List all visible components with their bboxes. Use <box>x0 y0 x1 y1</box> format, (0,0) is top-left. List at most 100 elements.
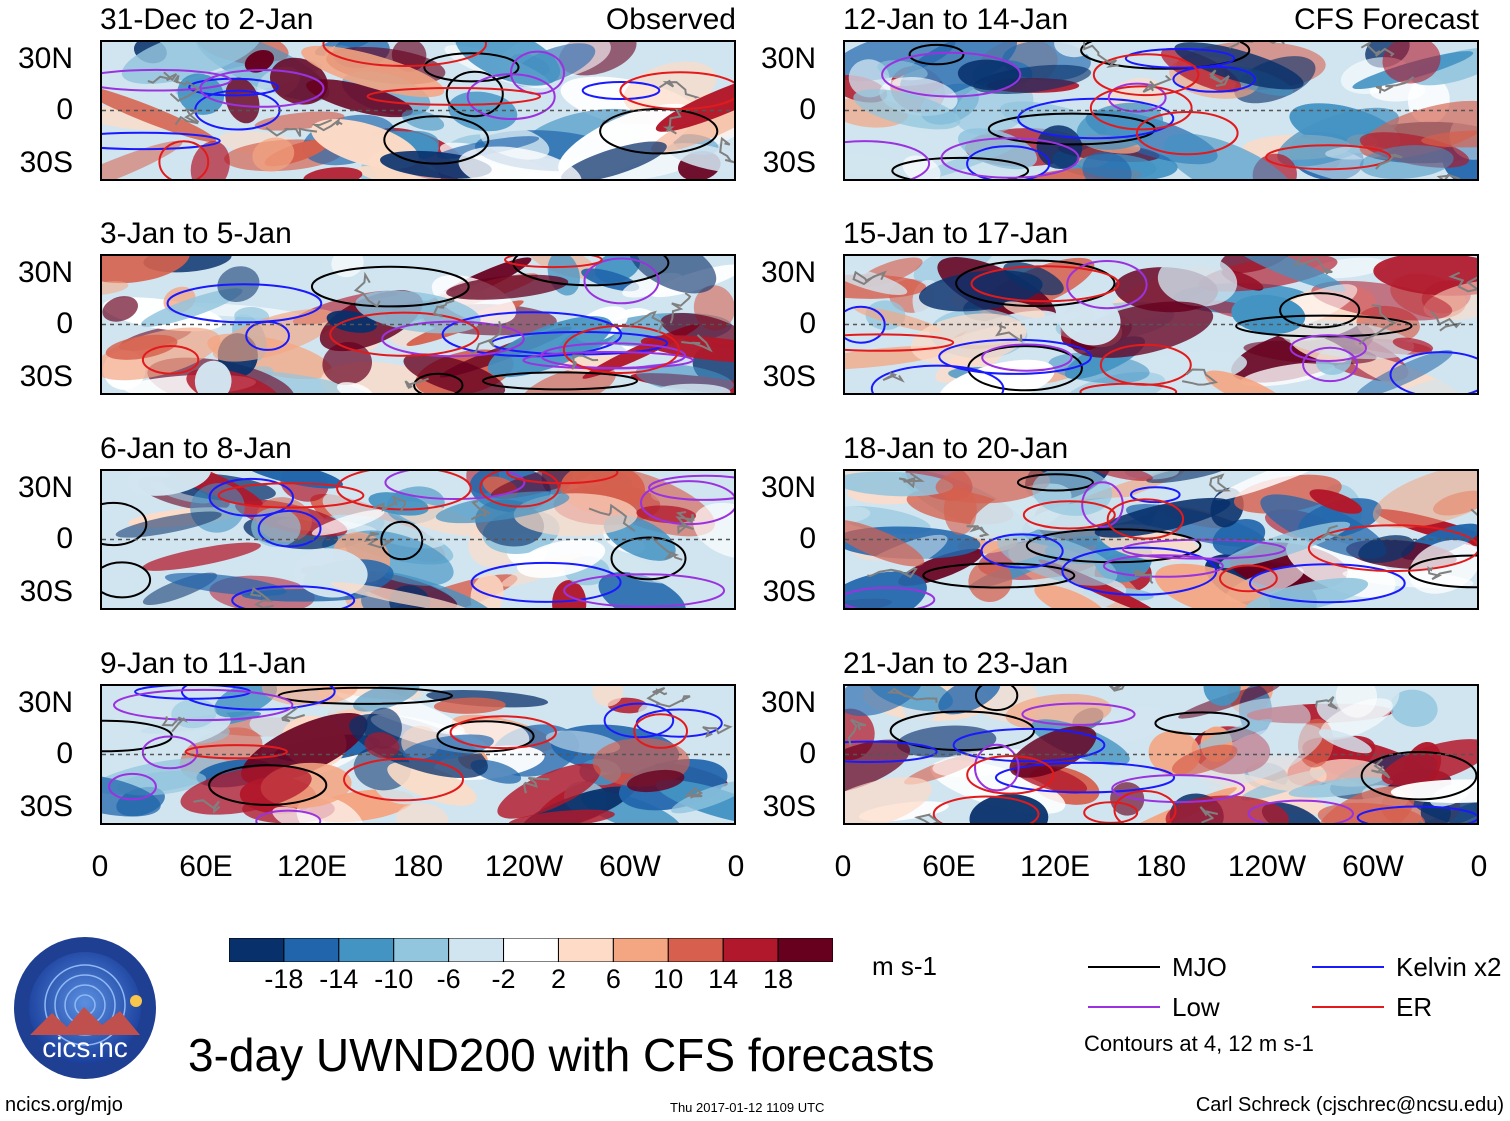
panel-title: 15-Jan to 17-Jan <box>843 217 1069 250</box>
lat-tick-label: 30S <box>762 575 816 608</box>
lat-tick-label: 30S <box>19 146 73 179</box>
lat-tick-label: 30N <box>760 42 816 75</box>
heatmap-panel <box>843 684 1479 825</box>
lat-tick-label: 30N <box>17 42 73 75</box>
lat-tick-label: 30S <box>19 790 73 823</box>
heatmap-panel <box>100 254 736 395</box>
legend-label: MJO <box>1172 952 1227 982</box>
lat-tick-label: 30N <box>17 471 73 504</box>
legend-label: ER <box>1396 992 1433 1022</box>
heatmap-field <box>102 471 734 608</box>
heatmap-panel <box>100 469 736 610</box>
colorbar-tick-label: 6 <box>605 964 621 994</box>
lat-tick-label: 0 <box>56 522 73 555</box>
cics-logo: cics.nc <box>12 935 158 1081</box>
heatmap-panel <box>100 40 736 181</box>
colorbar-segment <box>667 937 724 963</box>
lon-tick-label: 120W <box>1227 850 1307 883</box>
lon-tick-label: 0 <box>834 850 852 883</box>
heatmap-field <box>845 256 1477 393</box>
colorbar-tick-label: -6 <box>436 964 461 994</box>
lat-tick-label: 30N <box>760 256 816 289</box>
heatmap-field <box>102 256 734 393</box>
lon-tick-label: 120E <box>276 850 348 883</box>
heatmap-field <box>102 686 734 823</box>
legend-label: Low <box>1172 992 1220 1022</box>
colorbar-tick-label: 14 <box>708 964 739 994</box>
colorbar-tick-label: -2 <box>491 964 516 994</box>
lon-tick-label: 60W <box>599 850 661 883</box>
colorbar-tick-label: 2 <box>550 964 566 994</box>
colorbar-segment <box>448 937 505 963</box>
colorbar-tick-label: 10 <box>653 964 684 994</box>
panel-title: 18-Jan to 20-Jan <box>843 432 1069 465</box>
lat-tick-label: 0 <box>799 307 816 340</box>
lon-tick-label: 0 <box>1470 850 1488 883</box>
cics-logo-graphic: cics.nc <box>14 937 156 1079</box>
colorbar-segment <box>777 937 834 963</box>
colorbar-segment <box>612 937 669 963</box>
panel-title: 9-Jan to 11-Jan <box>100 647 307 680</box>
legend-swatch <box>1312 966 1384 968</box>
lat-tick-label: 30S <box>762 360 816 393</box>
colorbar-segment <box>283 937 340 963</box>
lon-tick-label: 120W <box>484 850 564 883</box>
footer-timestamp: Thu 2017-01-12 1109 UTC <box>670 1100 825 1115</box>
panel-title: 21-Jan to 23-Jan <box>843 647 1069 680</box>
colorbar-segment <box>722 937 779 963</box>
heatmap-field <box>102 42 734 179</box>
lon-tick-label: 0 <box>91 850 109 883</box>
colorbar-segment <box>338 937 395 963</box>
footer-author: Carl Schreck (cjschrec@ncsu.edu) <box>1195 1094 1504 1116</box>
legend-label: Kelvin x2 <box>1396 952 1502 982</box>
colorbar-segment <box>228 937 285 963</box>
legend-swatch <box>1312 1006 1384 1008</box>
lon-tick-label: 180 <box>1135 850 1187 883</box>
lat-tick-label: 0 <box>56 737 73 770</box>
panel-tag: CFS Forecast <box>1293 3 1479 36</box>
colorbar-tick-label: -14 <box>319 964 359 994</box>
logo-wordmark: cics.nc <box>42 1032 128 1063</box>
panel-title: 31-Dec to 2-Jan <box>100 3 314 36</box>
colorbar-tick-label: 18 <box>763 964 794 994</box>
colorbar-tick-label: -10 <box>374 964 414 994</box>
colorbar-segment <box>393 937 450 963</box>
lat-tick-label: 30S <box>19 360 73 393</box>
heatmap-panel <box>843 40 1479 181</box>
footer-url[interactable]: ncics.org/mjo <box>5 1094 123 1116</box>
lat-tick-label: 30N <box>760 471 816 504</box>
lon-tick-label: 0 <box>727 850 745 883</box>
panel-title: 6-Jan to 8-Jan <box>100 432 292 465</box>
heatmap-panel <box>843 469 1479 610</box>
heatmap-field <box>845 471 1477 608</box>
units-label: m s-1 <box>872 951 937 981</box>
lat-tick-label: 0 <box>799 93 816 126</box>
lat-tick-label: 30N <box>17 256 73 289</box>
lat-tick-label: 30S <box>19 575 73 608</box>
panel-title: 12-Jan to 14-Jan <box>843 3 1069 36</box>
lat-tick-label: 30S <box>762 146 816 179</box>
heatmap-panel <box>843 254 1479 395</box>
lon-tick-label: 180 <box>392 850 444 883</box>
lat-tick-label: 0 <box>799 737 816 770</box>
lat-tick-label: 0 <box>799 522 816 555</box>
lat-tick-label: 30N <box>17 686 73 719</box>
lat-tick-label: 30S <box>762 790 816 823</box>
lon-tick-label: 60E <box>179 850 233 883</box>
panel-title: 3-Jan to 5-Jan <box>100 217 292 250</box>
colorbar-segment <box>503 937 559 963</box>
heatmap-panel <box>100 684 736 825</box>
colorbar-bar <box>228 937 834 963</box>
panel-tag: Observed <box>605 3 736 36</box>
lat-tick-label: 0 <box>56 307 73 340</box>
legend-swatch <box>1088 966 1160 968</box>
chart-title: 3-day UWND200 with CFS forecasts <box>188 1029 935 1081</box>
lat-tick-label: 0 <box>56 93 73 126</box>
lon-tick-label: 60W <box>1342 850 1404 883</box>
contours-note: Contours at 4, 12 m s-1 <box>1084 1031 1314 1056</box>
legend-swatch <box>1088 1006 1160 1008</box>
colorbar-segment <box>557 937 614 963</box>
heatmap-field <box>845 42 1477 179</box>
heatmap-field <box>845 686 1477 823</box>
lon-tick-label: 60E <box>922 850 976 883</box>
